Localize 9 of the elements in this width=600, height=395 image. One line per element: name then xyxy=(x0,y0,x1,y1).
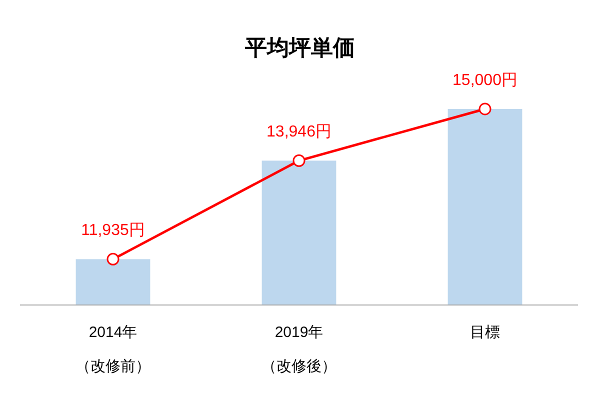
x-tick-label: 2019年 xyxy=(274,324,324,341)
x-tick-label: 2014年 xyxy=(88,324,138,341)
x-tick-label: 目標 xyxy=(470,324,500,341)
text: （改修前） xyxy=(76,358,150,375)
data-label: 13,946円 xyxy=(266,124,332,141)
chart-title: 平均坪単価 xyxy=(244,35,355,60)
data-label: 15,000円 xyxy=(452,72,518,89)
data-label: 11,935円 xyxy=(81,222,145,240)
text: （改修後） xyxy=(262,358,336,375)
